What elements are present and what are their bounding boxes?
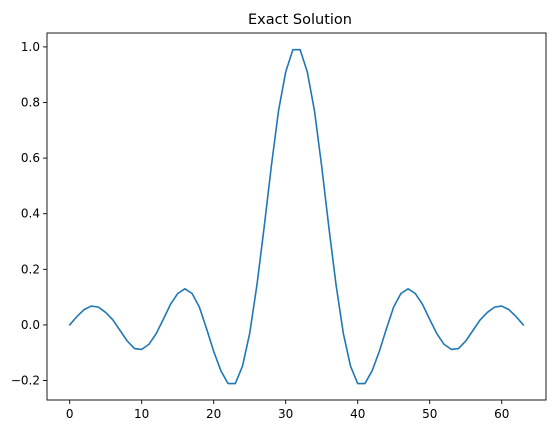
x-tick-label: 60 [494,407,509,421]
x-tick-label: 0 [66,407,74,421]
x-tick-label: 20 [206,407,221,421]
x-tick-label: 40 [350,407,365,421]
chart-title: Exact Solution [248,12,352,28]
series-line-0 [68,48,525,385]
y-tick-label: 0.0 [21,318,40,332]
y-tick-label: 1.0 [21,40,40,54]
y-tick-label: −0.2 [11,374,40,388]
x-tick-label: 10 [134,407,149,421]
plot-area: 0 10 20 30 40 50 60 −0.2 0.0 0.2 0.4 0.6 0.8 1.0 [11,32,547,421]
x-tick-label: 30 [278,407,293,421]
y-tick-label: 0.2 [21,262,40,276]
x-tick-label: 50 [422,407,437,421]
y-tick-label: 0.4 [21,207,40,221]
axes-frame [46,32,547,401]
y-tick-label: 0.8 [21,96,40,110]
y-tick-label: 0.6 [21,151,40,165]
